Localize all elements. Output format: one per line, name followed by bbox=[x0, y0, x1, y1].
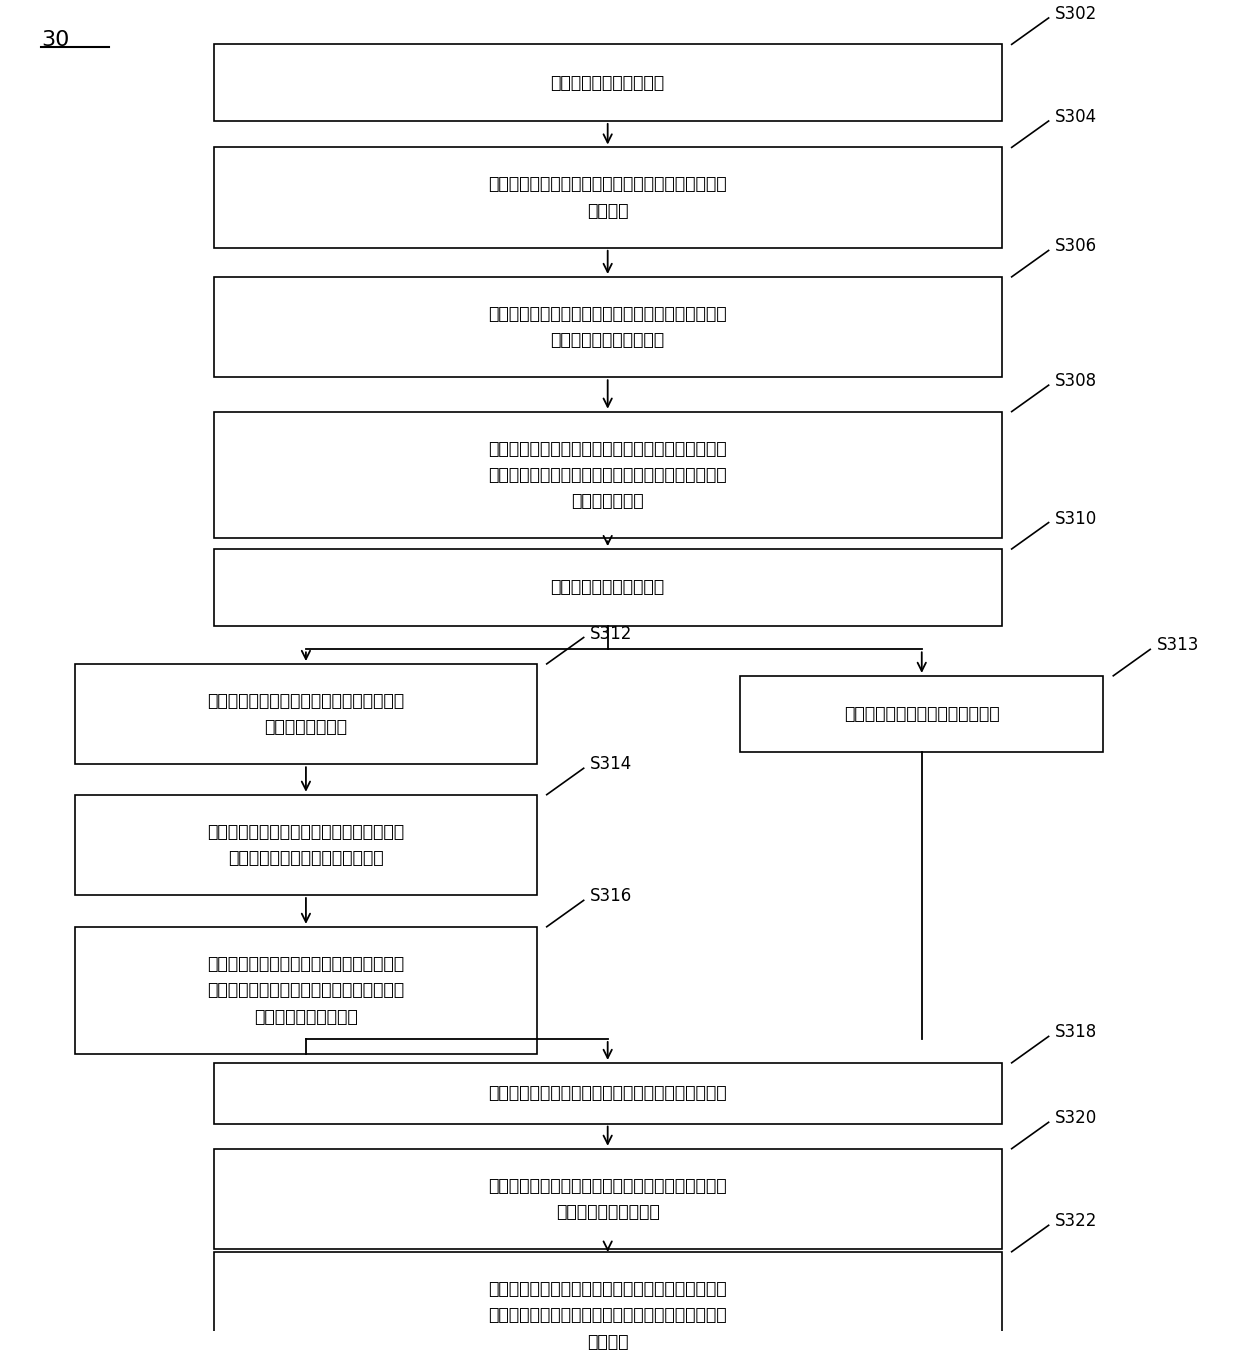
Text: S322: S322 bbox=[1055, 1213, 1097, 1230]
Text: 根据所述历史行为数据的第一行为特征获得所述历史
行为数据的第二行为特征: 根据所述历史行为数据的第一行为特征获得所述历史 行为数据的第二行为特征 bbox=[489, 304, 727, 349]
Text: S304: S304 bbox=[1055, 109, 1097, 126]
Text: S312: S312 bbox=[590, 625, 632, 642]
Bar bbox=[213, 411, 1002, 538]
Bar bbox=[740, 676, 1104, 752]
Text: S306: S306 bbox=[1055, 238, 1097, 255]
Text: S313: S313 bbox=[1157, 637, 1199, 655]
Text: S318: S318 bbox=[1055, 1024, 1097, 1042]
Text: S310: S310 bbox=[1055, 509, 1097, 528]
Bar bbox=[213, 1252, 1002, 1358]
Bar bbox=[213, 45, 1002, 121]
Bar bbox=[213, 1063, 1002, 1123]
Bar bbox=[213, 277, 1002, 378]
Text: S316: S316 bbox=[590, 887, 632, 906]
Text: 从所述历史行为数据中提取所述历史行为数据的第一
行为特征: 从所述历史行为数据中提取所述历史行为数据的第一 行为特征 bbox=[489, 175, 727, 220]
Text: S320: S320 bbox=[1055, 1109, 1097, 1127]
Text: 根据所述历史行为数据的第一行为特征和所述历史行
为数据的行为数据的第二行为特征获得所述历史行为
数据的行为向量: 根据所述历史行为数据的第一行为特征和所述历史行 为数据的行为数据的第二行为特征获… bbox=[489, 440, 727, 511]
Text: 获得所述当前行为数据的情境标签: 获得所述当前行为数据的情境标签 bbox=[844, 705, 999, 722]
Text: 获取用户的历史行为数据: 获取用户的历史行为数据 bbox=[551, 73, 665, 92]
Bar bbox=[74, 926, 537, 1054]
Text: S308: S308 bbox=[1055, 372, 1097, 390]
Bar bbox=[213, 549, 1002, 626]
Text: 根据所述当前行为数据的第一行为特征和所
述当前行为数据的第二行为特征获得所述当
前行为数据的行为向量: 根据所述当前行为数据的第一行为特征和所 述当前行为数据的第二行为特征获得所述当 … bbox=[207, 955, 404, 1025]
Text: S302: S302 bbox=[1055, 5, 1097, 23]
Text: 若所述当前行为数据的行为向量与所述历史行为数据
的行为向量的相似度大于预设阈值，则判定所述用户
验证成功: 若所述当前行为数据的行为向量与所述历史行为数据 的行为向量的相似度大于预设阈值，… bbox=[489, 1279, 727, 1350]
Text: 从所述当前行为数据中提取所述当前行为数
据的第一行为特征: 从所述当前行为数据中提取所述当前行为数 据的第一行为特征 bbox=[207, 691, 404, 736]
Text: 获得所述当前行为数据的行为向量与所述历史行为数
据的行为向量的相似度: 获得所述当前行为数据的行为向量与所述历史行为数 据的行为向量的相似度 bbox=[489, 1176, 727, 1221]
Text: 根据所述当前行为数据的第一行为特征获得
所述当前行为数据的第二行为特征: 根据所述当前行为数据的第一行为特征获得 所述当前行为数据的第二行为特征 bbox=[207, 823, 404, 866]
Text: 30: 30 bbox=[41, 30, 69, 50]
Bar bbox=[213, 1149, 1002, 1249]
Text: 获取用户的当前行为数据: 获取用户的当前行为数据 bbox=[551, 579, 665, 596]
Text: S314: S314 bbox=[590, 755, 632, 773]
Text: 根据所述情境标签获得所述历史行为数据的行为向量: 根据所述情境标签获得所述历史行为数据的行为向量 bbox=[489, 1084, 727, 1103]
Bar bbox=[74, 664, 537, 765]
Bar bbox=[74, 794, 537, 895]
Bar bbox=[213, 148, 1002, 247]
